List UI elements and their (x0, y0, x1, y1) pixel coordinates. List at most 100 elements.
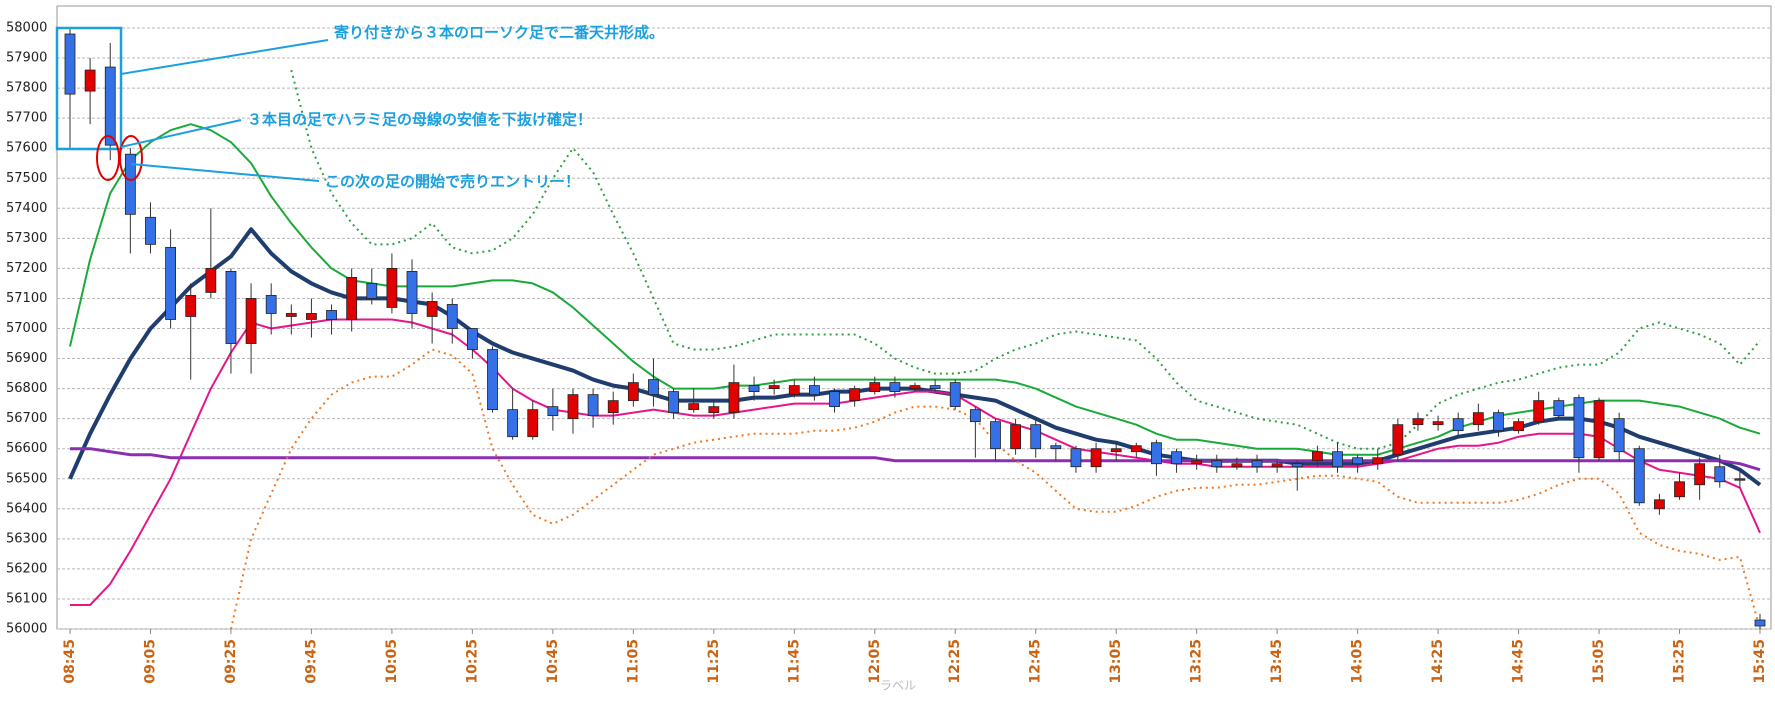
y-tick-label: 57100 (6, 291, 47, 306)
candle-body (668, 391, 679, 414)
grid (57, 27, 1771, 630)
y-tick-label: 57300 (6, 231, 47, 246)
candle-body (587, 394, 599, 417)
candle-body (1573, 397, 1585, 459)
candle-body (969, 409, 981, 423)
candle-body (1151, 442, 1162, 465)
candle-body (1211, 460, 1223, 468)
annotation: ３本目の足でハラミ足の母線の安値を下抜け確定！ (247, 111, 592, 129)
candle-body (1291, 463, 1303, 468)
x-tick-label: 11:45 (786, 639, 802, 684)
candle-body (1633, 448, 1645, 504)
candle-body (1372, 457, 1384, 465)
candle-body (1191, 460, 1203, 465)
x-tick-label: 11:25 (706, 639, 722, 684)
candle-body (1472, 412, 1484, 426)
candle-body (1714, 466, 1726, 483)
candle-body (245, 298, 257, 344)
candle-body (1432, 421, 1444, 426)
candle-body (1271, 463, 1283, 468)
candle-body (104, 66, 116, 146)
x-tick-label: 09:25 (223, 639, 239, 684)
candle-body (648, 379, 659, 396)
candle-body (788, 385, 800, 396)
y-tick-label: 56900 (6, 351, 47, 366)
x-tick-label: 11:05 (625, 639, 641, 684)
watermark: ラベル (880, 679, 916, 693)
x-tick-label: 14:05 (1350, 639, 1366, 684)
candle-body (768, 385, 780, 390)
x-tick-label: 15:05 (1591, 639, 1607, 684)
candles (64, 28, 1766, 629)
candle-body (366, 283, 378, 299)
candle-body (1110, 448, 1122, 453)
x-tick-label: 15:45 (1752, 639, 1768, 684)
axes: 56000 56100 56200 56300 56400 56500 56600 56700… (6, 21, 1768, 684)
y-tick-label: 56000 (6, 622, 47, 637)
x-tick-label: 13:45 (1269, 639, 1285, 684)
y-tick-label: 57000 (6, 321, 47, 336)
y-tick-label: 56200 (6, 561, 47, 576)
candle-body (507, 409, 519, 438)
y-tick-label: 56400 (6, 501, 47, 516)
y-tick-label: 57400 (6, 201, 47, 216)
candle-body (1251, 460, 1263, 468)
x-tick-label: 13:05 (1108, 639, 1124, 684)
candle-body (547, 406, 559, 417)
candle-body (386, 267, 398, 308)
x-tick-label: 10:45 (545, 639, 561, 684)
candle-body (1050, 445, 1062, 450)
candle-body (748, 385, 760, 393)
candle-body (205, 267, 217, 293)
candle-body (1513, 421, 1524, 432)
candle-body (949, 382, 961, 408)
candle-body (265, 295, 277, 314)
candle-body (1171, 451, 1182, 465)
indicator-line (70, 447, 1761, 472)
annotation: この次の足の開始で売りエントリー！ (325, 173, 580, 191)
y-tick-label: 56500 (6, 471, 47, 486)
annotation-layer: 寄り付きから３本のローソク足で二番天井形成。 ３本目の足でハラミ足の母線の安値を… (55, 24, 916, 693)
candle-body (426, 301, 438, 317)
candle-body (1593, 400, 1605, 459)
candle-body (1674, 481, 1685, 498)
candle-body (1130, 445, 1142, 453)
candle-body (84, 69, 96, 92)
candle-body (185, 295, 197, 317)
candle-body (487, 349, 498, 411)
y-tick-label: 56100 (6, 591, 47, 606)
highlight-box (55, 26, 123, 151)
candle-body (728, 382, 740, 414)
candle-body (1010, 424, 1021, 450)
candle-body (1352, 457, 1364, 465)
candle-body (1553, 400, 1565, 417)
candle-body (1392, 424, 1404, 456)
candle-body (1030, 424, 1042, 450)
candle-body (1533, 400, 1545, 423)
leader-line (120, 39, 329, 75)
candle-body (889, 382, 901, 393)
y-tick-label: 57700 (6, 111, 47, 126)
candle-body (627, 382, 639, 402)
y-tick-label: 56700 (6, 411, 47, 426)
y-tick-label: 57900 (6, 51, 47, 66)
candle-body (326, 310, 337, 320)
candle-body (1493, 412, 1504, 432)
y-tick-label: 57200 (6, 261, 47, 276)
x-tick-label: 12:05 (867, 639, 883, 684)
candle-body (990, 421, 1001, 450)
x-tick-label: 10:25 (464, 639, 480, 684)
indicator-line (290, 69, 1761, 450)
y-tick-label: 57500 (6, 171, 47, 186)
candle-body (1412, 418, 1424, 426)
x-tick-label: 12:45 (1028, 639, 1044, 684)
y-tick-label: 57600 (6, 141, 47, 156)
candle-body (1613, 418, 1625, 453)
x-tick-label: 09:45 (303, 639, 319, 684)
candle-body (1754, 619, 1766, 627)
leader-line (130, 163, 320, 182)
candle-body (1231, 463, 1243, 468)
x-tick-label: 12:25 (947, 639, 963, 684)
x-tick-label: 09:05 (142, 639, 158, 684)
